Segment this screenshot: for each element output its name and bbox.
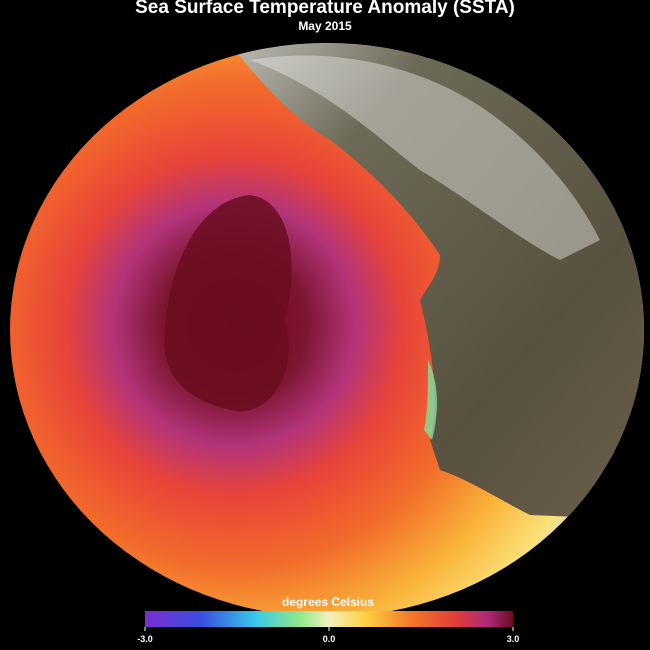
colorbar	[145, 611, 513, 627]
subtitle: May 2015	[298, 19, 352, 33]
title: Sea Surface Temperature Anomaly (SSTA)	[135, 0, 515, 18]
tick-label: -3.0	[137, 634, 153, 644]
colorbar-ticks: -3.0 0.0 3.0	[137, 627, 519, 644]
colorbar-label: degrees Celsius	[282, 595, 374, 609]
tick-label: 0.0	[323, 634, 336, 644]
tick-label: 3.0	[507, 634, 520, 644]
